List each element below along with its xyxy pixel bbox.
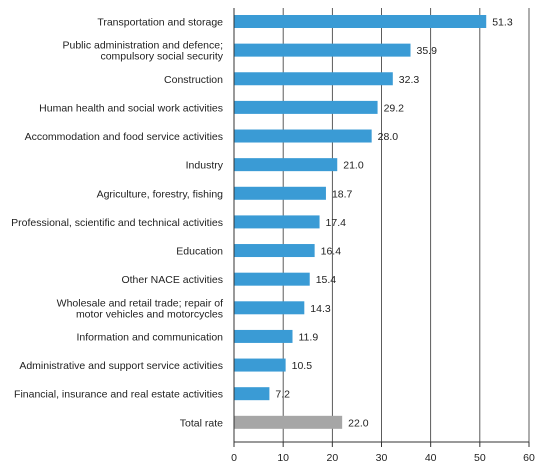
bar (234, 72, 393, 86)
bar (234, 43, 411, 57)
value-label: 35.9 (417, 45, 438, 57)
category-label: Human health and social work activities (39, 102, 223, 114)
bar (234, 244, 315, 258)
category-label: Education (176, 246, 223, 258)
category-label: Agriculture, forestry, fishing (97, 188, 224, 200)
x-tick-label: 30 (376, 452, 388, 464)
x-tick-label: 40 (425, 452, 437, 464)
value-label: 17.4 (326, 217, 347, 229)
value-label: 32.3 (399, 74, 420, 86)
value-label: 18.7 (332, 188, 353, 200)
bar (234, 272, 310, 286)
category-label: Transportation and storage (97, 17, 223, 29)
bar (234, 129, 372, 143)
x-tick-label: 10 (277, 452, 289, 464)
bar (234, 215, 320, 229)
category-label: Industry (186, 160, 224, 172)
category-label: Construction (164, 74, 223, 86)
value-label: 51.3 (492, 17, 513, 29)
bar (234, 301, 305, 315)
x-tick-label: 50 (474, 452, 486, 464)
bar (234, 15, 487, 28)
value-label: 15.4 (316, 274, 337, 286)
value-label: 7.2 (275, 389, 290, 401)
value-label: 10.5 (292, 360, 313, 372)
value-label: 29.2 (384, 102, 405, 114)
category-label: Administrative and support service activ… (19, 360, 223, 372)
bar (234, 100, 378, 114)
category-label: Other NACE activities (121, 274, 223, 286)
category-labels: 51.3 Transportation and storage 35.9 Public… (11, 17, 513, 430)
category-label: Accommodation and food service activitie… (25, 131, 223, 143)
category-label: Financial, insurance and real estate act… (14, 389, 223, 401)
bar (234, 358, 286, 372)
x-tick-label: 60 (523, 452, 535, 464)
value-label: 14.3 (310, 303, 331, 315)
bar (234, 387, 270, 401)
category-label: Wholesale and retail trade; repair of mot… (57, 297, 223, 320)
x-tick-label: 0 (231, 452, 237, 464)
x-axis: 0 10 20 30 40 50 60 (231, 8, 535, 464)
bars (234, 15, 487, 429)
bar (234, 329, 293, 343)
value-label: 11.9 (299, 331, 319, 343)
category-label: Information and communication (77, 331, 224, 343)
bar (234, 158, 338, 172)
category-label: Total rate (180, 417, 223, 429)
category-label: Public administration and defence; compul… (62, 40, 223, 63)
value-label: 16.4 (321, 246, 342, 258)
bar-total (234, 415, 343, 429)
value-label: 22.0 (348, 417, 369, 429)
value-label: 21.0 (343, 160, 364, 172)
x-tick-label: 20 (326, 452, 338, 464)
bar (234, 186, 326, 200)
category-label: Professional, scientific and technical a… (11, 217, 223, 229)
value-label: 28.0 (378, 131, 399, 143)
